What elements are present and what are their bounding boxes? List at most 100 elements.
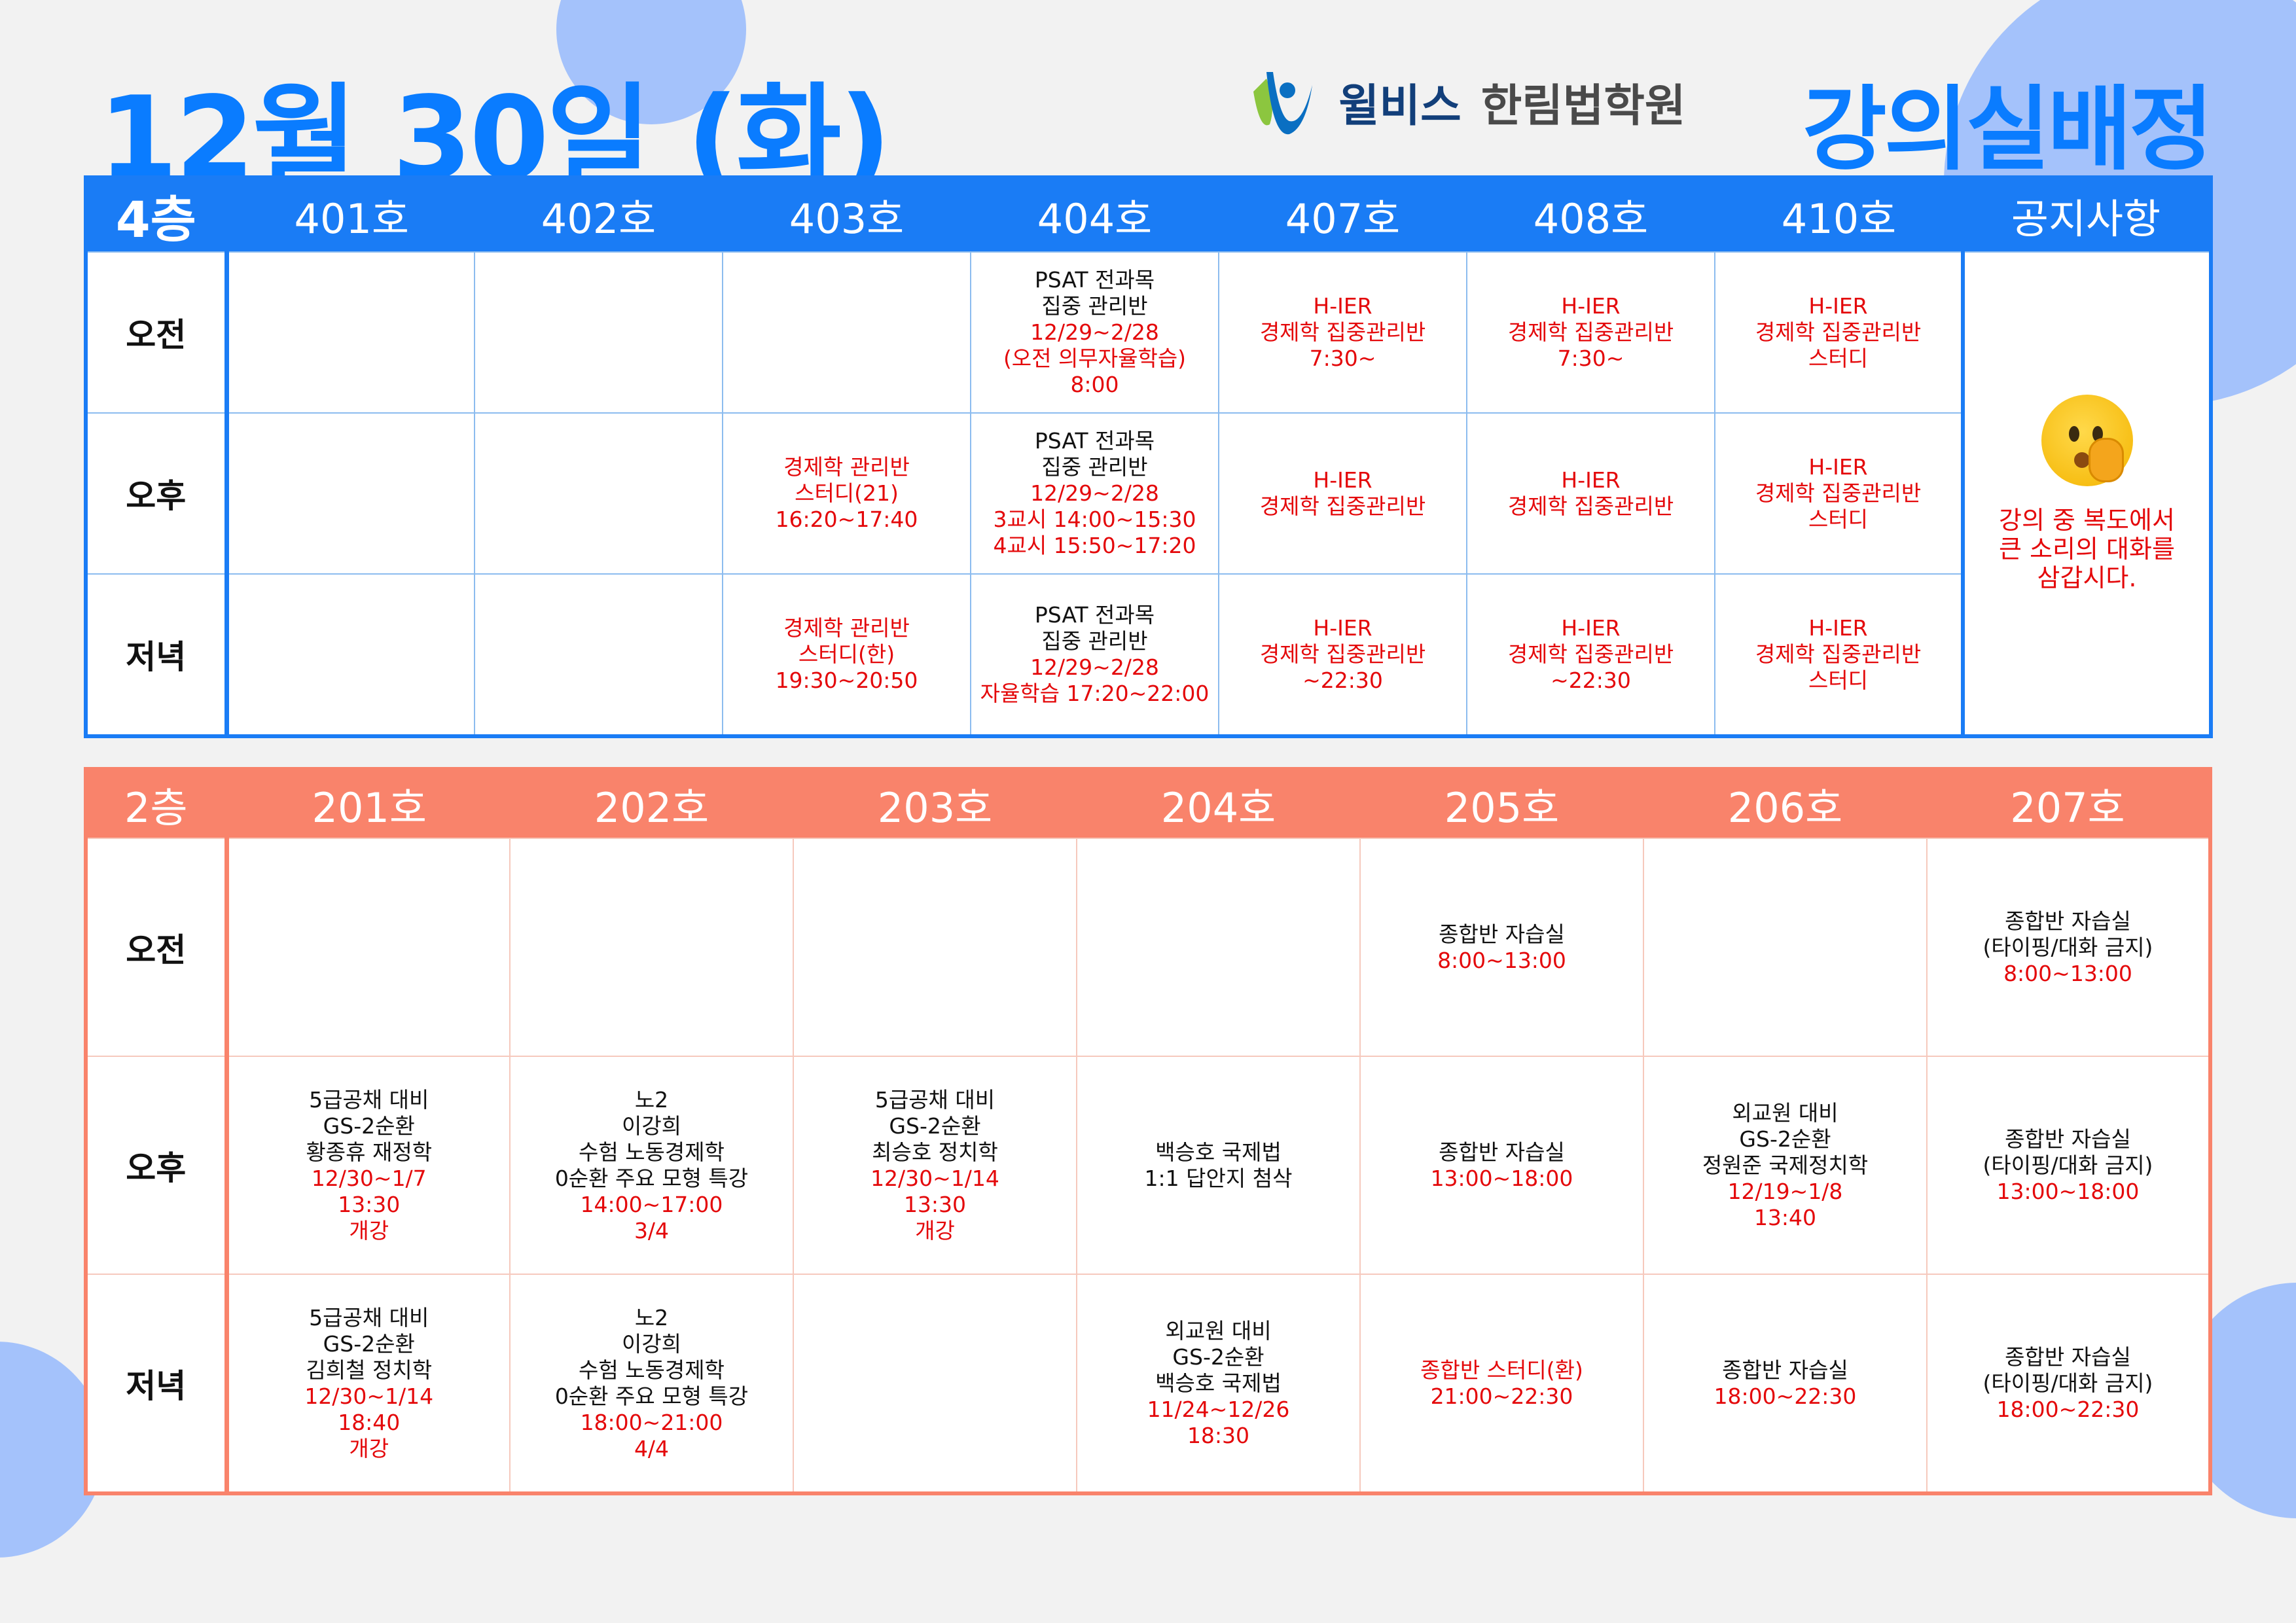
schedule-cell: H-IER 경제학 집중관리반 ~22:30 (1218, 573, 1467, 737)
room-header: 404호 (1037, 195, 1153, 243)
cell-line: 종합반 자습실 (1439, 1139, 1565, 1165)
cell-line-highlight: 개강 (349, 1217, 389, 1243)
cell-line-highlight: 경제학 집중관리반 (1755, 480, 1922, 506)
cell-line-highlight: 18:30 (1187, 1422, 1250, 1448)
schedule-cell: 백승호 국제법 1:1 답안지 첨삭 (1076, 1056, 1361, 1275)
cell-line-highlight: 13:00~18:00 (1996, 1178, 2140, 1204)
cell-line-highlight: 13:30 (903, 1191, 967, 1217)
cell-line: 종합반 자습실 (1722, 1357, 1848, 1383)
cell-line-highlight: 16:20~17:40 (775, 507, 918, 532)
cell-line-highlight: 3/4 (634, 1217, 670, 1243)
schedule-cell (509, 838, 794, 1057)
cell-line-highlight: 경제학 집중관리반 (1259, 641, 1426, 667)
cell-line: 집중 관리반 (1041, 628, 1148, 654)
schedule-cell: H-IER 경제학 집중관리반 스터디 (1714, 573, 1964, 737)
cell-line-highlight: 12/30~1/14 (870, 1165, 999, 1191)
floor-label: 4층 (86, 177, 229, 252)
logo-brand: 윌비스 (1338, 80, 1462, 132)
decorative-circle (556, 0, 746, 124)
cell-line-highlight: 12/29~2/28 (1030, 319, 1159, 345)
cell-line-highlight: ~22:30 (1551, 668, 1631, 693)
cell-line-highlight: 13:40 (1753, 1204, 1817, 1230)
table-row: 오후 5급공채 대비 GS-2순환 황종휴 재정학 12/30~1/7 13:30 개강 노2… (85, 1056, 2211, 1275)
room-header: 407호 (1285, 195, 1401, 243)
schedule-cell: 종합반 자습실 (타이핑/대화 금지) 8:00~13:00 (1926, 838, 2211, 1057)
cell-line: 5급공채 대비 (874, 1086, 996, 1113)
cell-line: GS-2순환 (323, 1330, 415, 1357)
room-header: 203호 (877, 784, 993, 832)
cell-line-highlight: 스터디 (1808, 346, 1869, 371)
cell-line: 종합반 자습실 (2005, 1126, 2131, 1152)
cell-line-highlight: 스터디(21) (795, 480, 899, 506)
room-header: 401호 (294, 195, 409, 243)
cell-line-highlight: 8:00~13:00 (1437, 947, 1566, 973)
schedule-cell: H-IER 경제학 집중관리반 (1218, 412, 1467, 575)
period-label: 오후 (85, 1056, 229, 1275)
schedule-cell: H-IER 경제학 집중관리반 스터디 (1714, 412, 1964, 575)
cell-line-highlight: H-IER (1808, 454, 1868, 480)
cell-line: 백승호 국제법 (1155, 1139, 1282, 1165)
cell-line-highlight: ~22:30 (1302, 668, 1383, 693)
cell-line-highlight: 경제학 집중관리반 (1755, 319, 1922, 345)
period-label: 저녁 (85, 573, 229, 737)
schedule-cell (226, 573, 475, 737)
cell-line-highlight: H-IER (1313, 293, 1372, 319)
shushing-face-icon (2041, 395, 2133, 486)
schedule-cell (226, 251, 475, 414)
period-label: 저녁 (85, 1274, 229, 1494)
cell-line: 외교원 대비 (1732, 1099, 1839, 1126)
cell-line-highlight: 경제학 집중관리반 (1755, 641, 1922, 667)
notice-line: 삼갑시다. (2037, 563, 2137, 592)
cell-line-highlight: H-IER (1561, 467, 1621, 493)
cell-line-highlight: H-IER (1808, 293, 1868, 319)
cell-line: 백승호 국제법 (1155, 1370, 1282, 1396)
cell-line: 종합반 자습실 (2005, 908, 2131, 934)
cell-line: GS-2순환 (1172, 1344, 1265, 1370)
cell-line: 종합반 자습실 (1439, 921, 1565, 947)
cell-line-highlight: 21:00~22:30 (1430, 1383, 1573, 1409)
cell-line-highlight: 12/30~1/7 (311, 1165, 427, 1191)
cell-line: 수험 노동경제학 (578, 1357, 725, 1383)
cell-line-highlight: 18:00~21:00 (580, 1409, 723, 1435)
cell-line-highlight: 7:30~ (1557, 346, 1624, 371)
cell-line: PSAT 전과목 (1034, 267, 1155, 293)
cell-line-highlight: 경제학 관리반 (783, 454, 910, 480)
cell-line-highlight: 12/29~2/28 (1030, 654, 1159, 680)
cell-line-highlight: 12/29~2/28 (1030, 480, 1159, 506)
cell-line-highlight: 경제학 관리반 (783, 615, 910, 641)
table-row: 오전 PSAT 전과목 집중 관리반 12/29~2/28 (오전 의무자율학습) 8:0… (85, 251, 2212, 737)
cell-line-highlight: 자율학습 17:20~22:00 (980, 681, 1210, 706)
cell-line-highlight: 스터디(한) (798, 641, 895, 667)
cell-line: 집중 관리반 (1041, 454, 1148, 480)
notice-header: 공지사항 (2011, 195, 2161, 243)
cell-line: (타이핑/대화 금지) (1982, 1152, 2153, 1178)
table-row: 오전 종합반 자습실 8:00~13:00 종합반 자습실 (타이핑/대화 금지) 8:0… (85, 838, 2211, 1057)
cell-line-highlight: 8:00 (1070, 372, 1119, 397)
schedule-cell: 노2 이강희 수험 노동경제학 0순환 주요 모형 특강 14:00~17:00 3/4 (509, 1056, 794, 1275)
cell-line-highlight: 스터디 (1808, 668, 1869, 693)
schedule-cell: 종합반 자습실 (타이핑/대화 금지) 13:00~18:00 (1926, 1056, 2211, 1275)
schedule-cell: 5급공채 대비 GS-2순환 최승호 정치학 12/30~1/14 13:30 개강 (793, 1056, 1077, 1275)
cell-line: (타이핑/대화 금지) (1982, 934, 2153, 960)
cell-line: 5급공채 대비 (309, 1086, 429, 1113)
period-label: 오전 (85, 251, 229, 414)
cell-line: 집중 관리반 (1041, 293, 1148, 319)
table-row: 저녁 5급공채 대비 GS-2순환 김희철 정치학 12/30~1/14 18:40 개강 노… (85, 1274, 2211, 1494)
notice-line: 큰 소리의 대화를 (1999, 535, 2175, 563)
period-label: 오전 (85, 838, 229, 1057)
schedule-cell: 경제학 관리반 스터디(한) 19:30~20:50 (722, 573, 971, 737)
cell-line-highlight: H-IER (1808, 615, 1868, 641)
floor-label: 2층 (86, 769, 229, 838)
cell-line-highlight: 경제학 집중관리반 (1507, 493, 1674, 519)
room-header: 201호 (312, 784, 427, 832)
schedule-cell (793, 838, 1077, 1057)
schedule-cell: 종합반 자습실 (타이핑/대화 금지) 18:00~22:30 (1926, 1274, 2211, 1494)
cell-line-highlight: 종합반 스터디(환) (1420, 1357, 1583, 1383)
cell-line: 정원준 국제정치학 (1702, 1152, 1869, 1178)
header-row: 2층 201호 202호 203호 204호 205호 206호 207호 (86, 769, 2210, 838)
schedule-cell (793, 1274, 1077, 1494)
schedule-cell (474, 251, 723, 414)
logo-mark-icon (1247, 65, 1332, 137)
schedule-cell (226, 412, 475, 575)
cell-line-highlight: 13:30 (338, 1191, 401, 1217)
